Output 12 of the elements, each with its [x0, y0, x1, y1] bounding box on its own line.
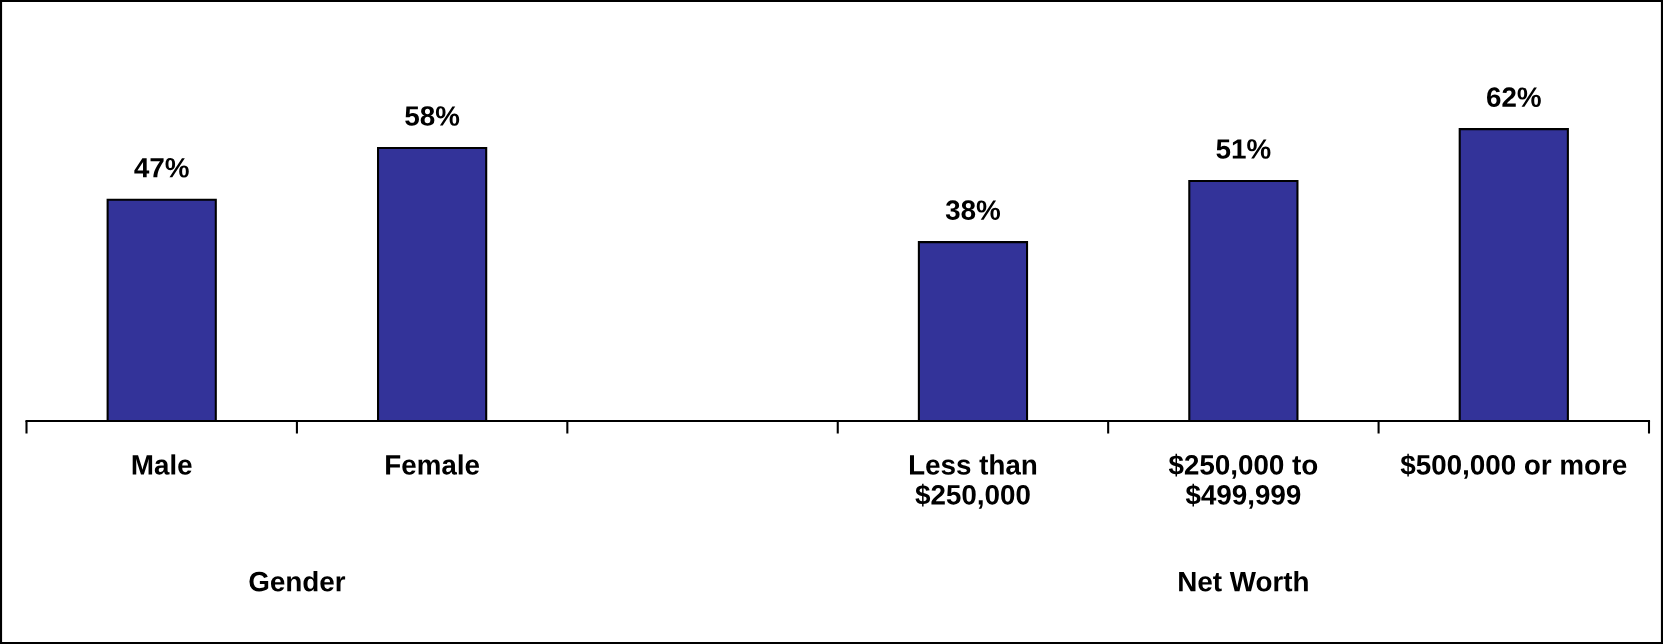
x-tick-label: $500,000 or more [1400, 453, 1627, 479]
data-label: 47% [134, 158, 189, 178]
x-tick-label: Less than $250,000 [909, 454, 1037, 509]
text: Net Worth [1179, 571, 1308, 592]
data-label: 38% [945, 200, 1001, 221]
x-tick-label: Female [386, 454, 480, 475]
data-label: 58% [405, 106, 460, 126]
data-label: 51% [1216, 139, 1271, 159]
x-tick-label: $250,000 to $499,999 [1168, 453, 1318, 509]
x-tick-label: Male [132, 454, 192, 475]
data-label: 62% [1487, 87, 1541, 108]
text: Gender [249, 571, 346, 592]
